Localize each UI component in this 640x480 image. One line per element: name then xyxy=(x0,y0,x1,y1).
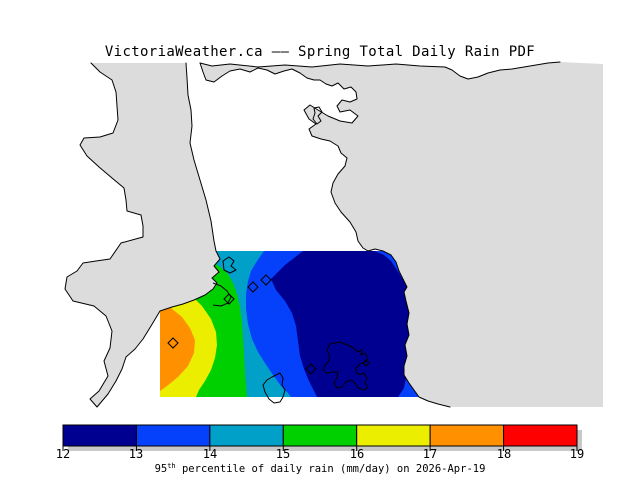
station-marker-small xyxy=(362,359,370,367)
station-marker xyxy=(260,274,272,286)
small-island-channel xyxy=(312,106,323,125)
land-east xyxy=(200,62,603,407)
peninsula-outline-green xyxy=(212,282,232,307)
tick-label-15: 15 xyxy=(275,447,291,461)
caption-rest: percentile of daily rain (mm/day) on 202… xyxy=(175,463,486,475)
coastline-west xyxy=(64,62,221,408)
land-west xyxy=(65,63,220,407)
coastline-east-shore xyxy=(199,62,451,408)
colorbar-border xyxy=(62,424,578,447)
tick-label-13: 13 xyxy=(128,447,144,461)
station-marker xyxy=(167,337,179,349)
colorbar-segment-16-17 xyxy=(356,424,431,447)
tick-label-17: 17 xyxy=(422,447,438,461)
colorbar xyxy=(62,424,582,451)
page-title: VictoriaWeather.ca —— Spring Total Daily… xyxy=(104,44,536,60)
caption-base: 95 xyxy=(154,463,168,475)
station-marker xyxy=(305,363,317,375)
colorbar-segment-15-16 xyxy=(282,424,358,447)
tick-label-18: 18 xyxy=(496,447,512,461)
islet-outline-south xyxy=(262,372,286,404)
colorbar-segment-14-15 xyxy=(209,424,284,447)
colorbar-ticks xyxy=(62,446,578,451)
colorbar-caption: 95th percentile of daily rain (mm/day) o… xyxy=(0,460,640,476)
islet-outline-green-north xyxy=(222,256,237,274)
station-marker xyxy=(223,293,235,305)
coastline-north-shore xyxy=(199,61,561,80)
tick-label-19: 19 xyxy=(569,447,585,461)
band-12-13-navy xyxy=(271,251,411,397)
colorbar-segment-18-19 xyxy=(503,424,578,447)
tick-label-12: 12 xyxy=(55,447,71,461)
caption-superscript: th xyxy=(167,462,176,470)
colorbar-segment-13-14 xyxy=(135,424,211,447)
colorbar-segment-17-18 xyxy=(429,424,505,447)
tick-label-14: 14 xyxy=(202,447,218,461)
station-marker xyxy=(247,281,259,293)
tick-label-16: 16 xyxy=(349,447,365,461)
colorbar-segment-12-13 xyxy=(62,424,137,447)
band-17-18-orange xyxy=(160,303,195,391)
island-outline-large xyxy=(322,341,369,391)
